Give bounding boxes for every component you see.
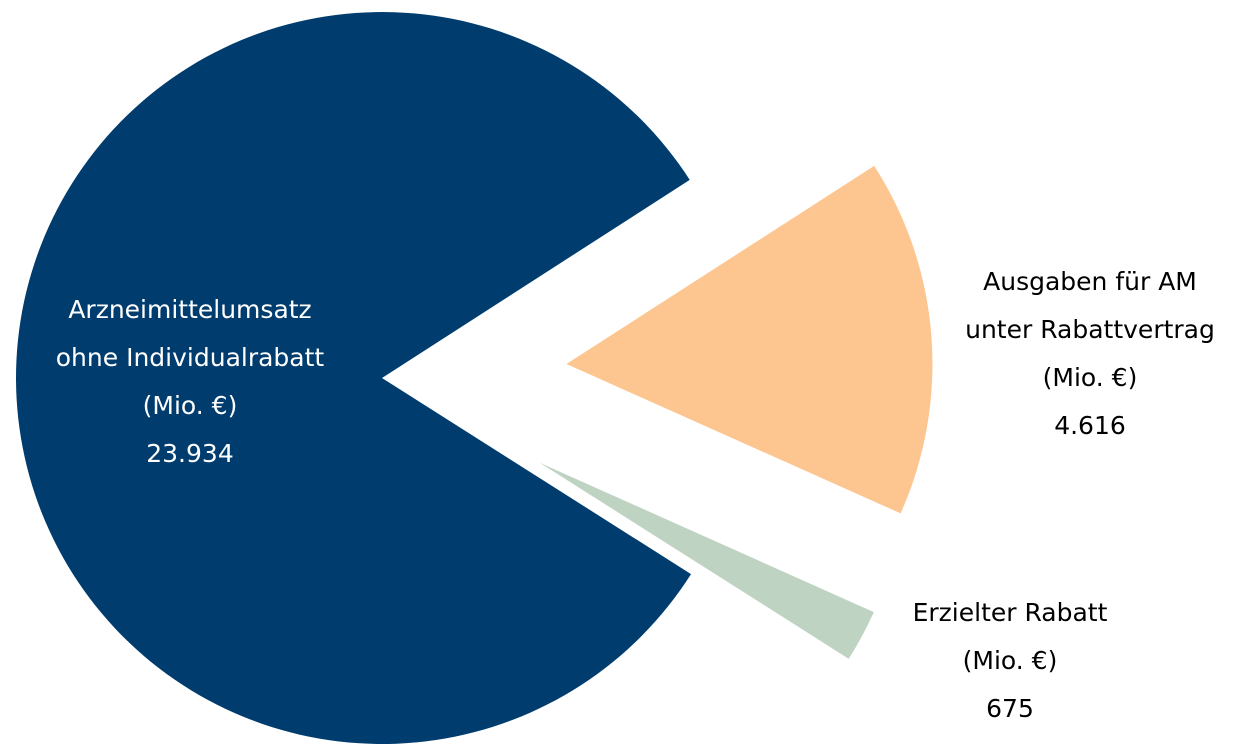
- pie-slice: [16, 12, 692, 744]
- pie-slice: [539, 462, 874, 659]
- slice-label: Arzneimittelumsatz ohne Individualrabatt…: [55, 295, 325, 420]
- value-label: 23.934: [146, 439, 234, 468]
- value-label: 4.616: [1054, 411, 1126, 440]
- slice-label: Ausgaben für AM unter Rabattvertrag (Mio…: [965, 267, 1215, 392]
- slice-label: Erzielter Rabatt (Mio. €): [912, 598, 1108, 675]
- value-label: 675: [986, 694, 1034, 723]
- pie-slice: [566, 165, 933, 514]
